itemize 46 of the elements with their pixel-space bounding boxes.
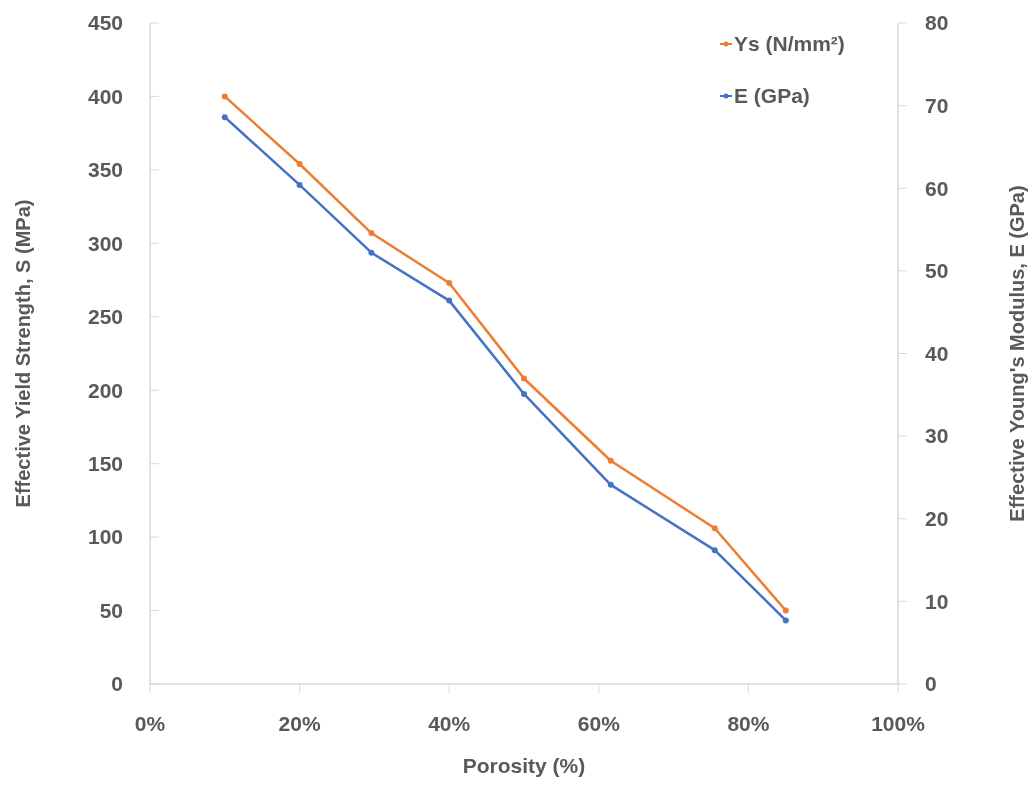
point — [446, 279, 453, 286]
y-tick-label: 150 — [87, 452, 123, 476]
y-tick-label: 100 — [87, 525, 123, 549]
legend-label: Ys (N/mm²) — [734, 32, 845, 56]
y-tick-label: 50 — [99, 598, 123, 622]
x-tick-label: 20% — [278, 712, 321, 735]
y2-tick-label: 30 — [925, 424, 949, 448]
x-axis-title: Porosity (%) — [462, 754, 586, 777]
y2-tick-label: 40 — [925, 341, 949, 365]
point — [711, 547, 718, 554]
x-tick-label: 80% — [727, 712, 770, 735]
point — [782, 617, 789, 624]
point — [296, 181, 303, 188]
point — [607, 457, 614, 464]
point — [521, 375, 527, 382]
y2-tick-label: 80 — [925, 11, 949, 35]
point — [711, 525, 718, 532]
legend-label: E (GPa) — [734, 84, 810, 108]
y2-axis-title: Effective Young's Modulus, E (GPa) — [1006, 185, 1028, 522]
y2-tick-label: 0 — [925, 672, 937, 696]
y-tick-label: 450 — [87, 11, 123, 35]
point — [296, 161, 303, 168]
point — [221, 93, 228, 100]
point — [521, 390, 527, 397]
y2-tick-label: 20 — [925, 507, 949, 531]
y-tick-label: 0 — [111, 672, 123, 696]
point — [368, 230, 375, 237]
point — [782, 607, 789, 614]
y-tick-label: 250 — [87, 305, 123, 329]
y-tick-label: 300 — [87, 231, 123, 255]
point — [221, 114, 228, 121]
x-tick-label: 60% — [577, 712, 621, 735]
point — [446, 297, 453, 304]
y2-tick-label: 10 — [925, 589, 949, 613]
y-tick-label: 200 — [87, 378, 123, 402]
y-tick-label: 350 — [87, 158, 123, 182]
point — [607, 481, 614, 488]
y2-tick-label: 70 — [925, 93, 949, 117]
y2-tick-label: 60 — [925, 176, 949, 200]
y-axis-title: Effective Yield Strength, S (MPa) — [12, 199, 34, 508]
x-tick-label: 0% — [134, 712, 166, 735]
x-tick-label: 40% — [428, 712, 471, 735]
x-tick-label: 100% — [871, 712, 926, 735]
point — [368, 249, 375, 256]
y2-tick-label: 50 — [925, 259, 949, 283]
y-tick-label: 400 — [87, 84, 123, 108]
